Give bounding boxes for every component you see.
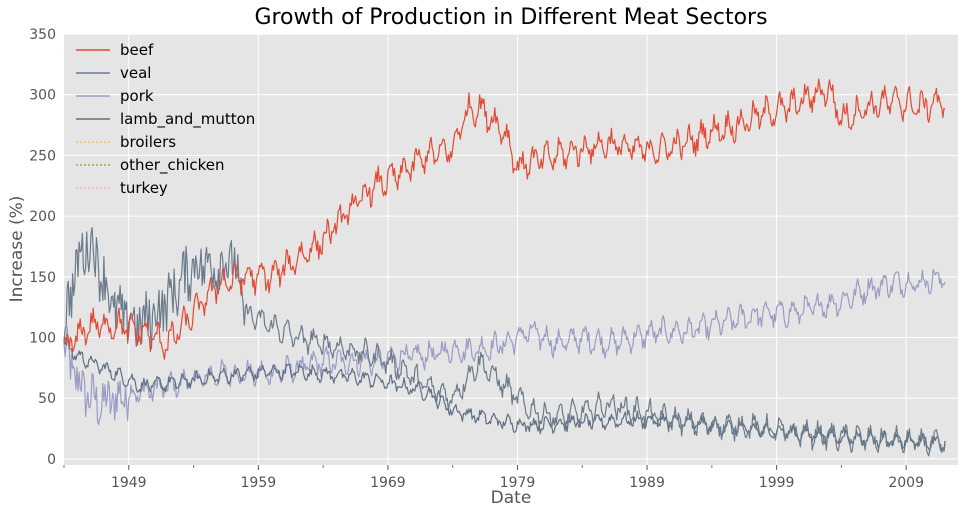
x-tick-label: 1999 — [759, 475, 795, 491]
legend-label-broilers: broilers — [120, 133, 176, 151]
y-axis-label: Increase (%) — [7, 196, 27, 303]
legend-label-turkey: turkey — [120, 179, 168, 197]
legend-label-other-chicken: other_chicken — [120, 156, 225, 175]
y-tick-label: 350 — [29, 27, 56, 43]
legend-label-lamb-and-mutton: lamb_and_mutton — [120, 110, 255, 129]
y-tick-label: 150 — [29, 270, 56, 286]
y-tick-label: 200 — [29, 209, 56, 225]
x-tick-label: 1949 — [111, 475, 147, 491]
series-line-pork — [63, 269, 946, 426]
x-tick-label: 1979 — [500, 475, 536, 491]
x-axis-label: Date — [491, 488, 532, 508]
legend-label-beef: beef — [120, 41, 154, 59]
legend-label-pork: pork — [120, 87, 154, 105]
x-tick-label: 1959 — [241, 475, 277, 491]
x-tick-label: 1969 — [370, 475, 406, 491]
series-line-beef — [63, 78, 946, 360]
chart-title: Growth of Production in Different Meat S… — [254, 5, 767, 30]
y-tick-label: 0 — [47, 452, 56, 468]
grid — [64, 33, 958, 465]
ticks: 0 50 100 150 200 250 300 350 1949 1959 1969 1979 198… — [29, 27, 924, 491]
legend: beef veal pork lamb_and_mutton broilers other… — [76, 41, 255, 197]
series-line-veal — [63, 227, 946, 457]
x-tick-label: 1989 — [629, 475, 665, 491]
series-layer — [63, 78, 946, 457]
x-tick-label: 2009 — [888, 475, 924, 491]
y-tick-label: 100 — [29, 331, 56, 347]
y-tick-label: 250 — [29, 148, 56, 164]
y-tick-label: 300 — [29, 88, 56, 104]
legend-label-veal: veal — [120, 64, 151, 82]
y-tick-label: 50 — [38, 391, 56, 407]
